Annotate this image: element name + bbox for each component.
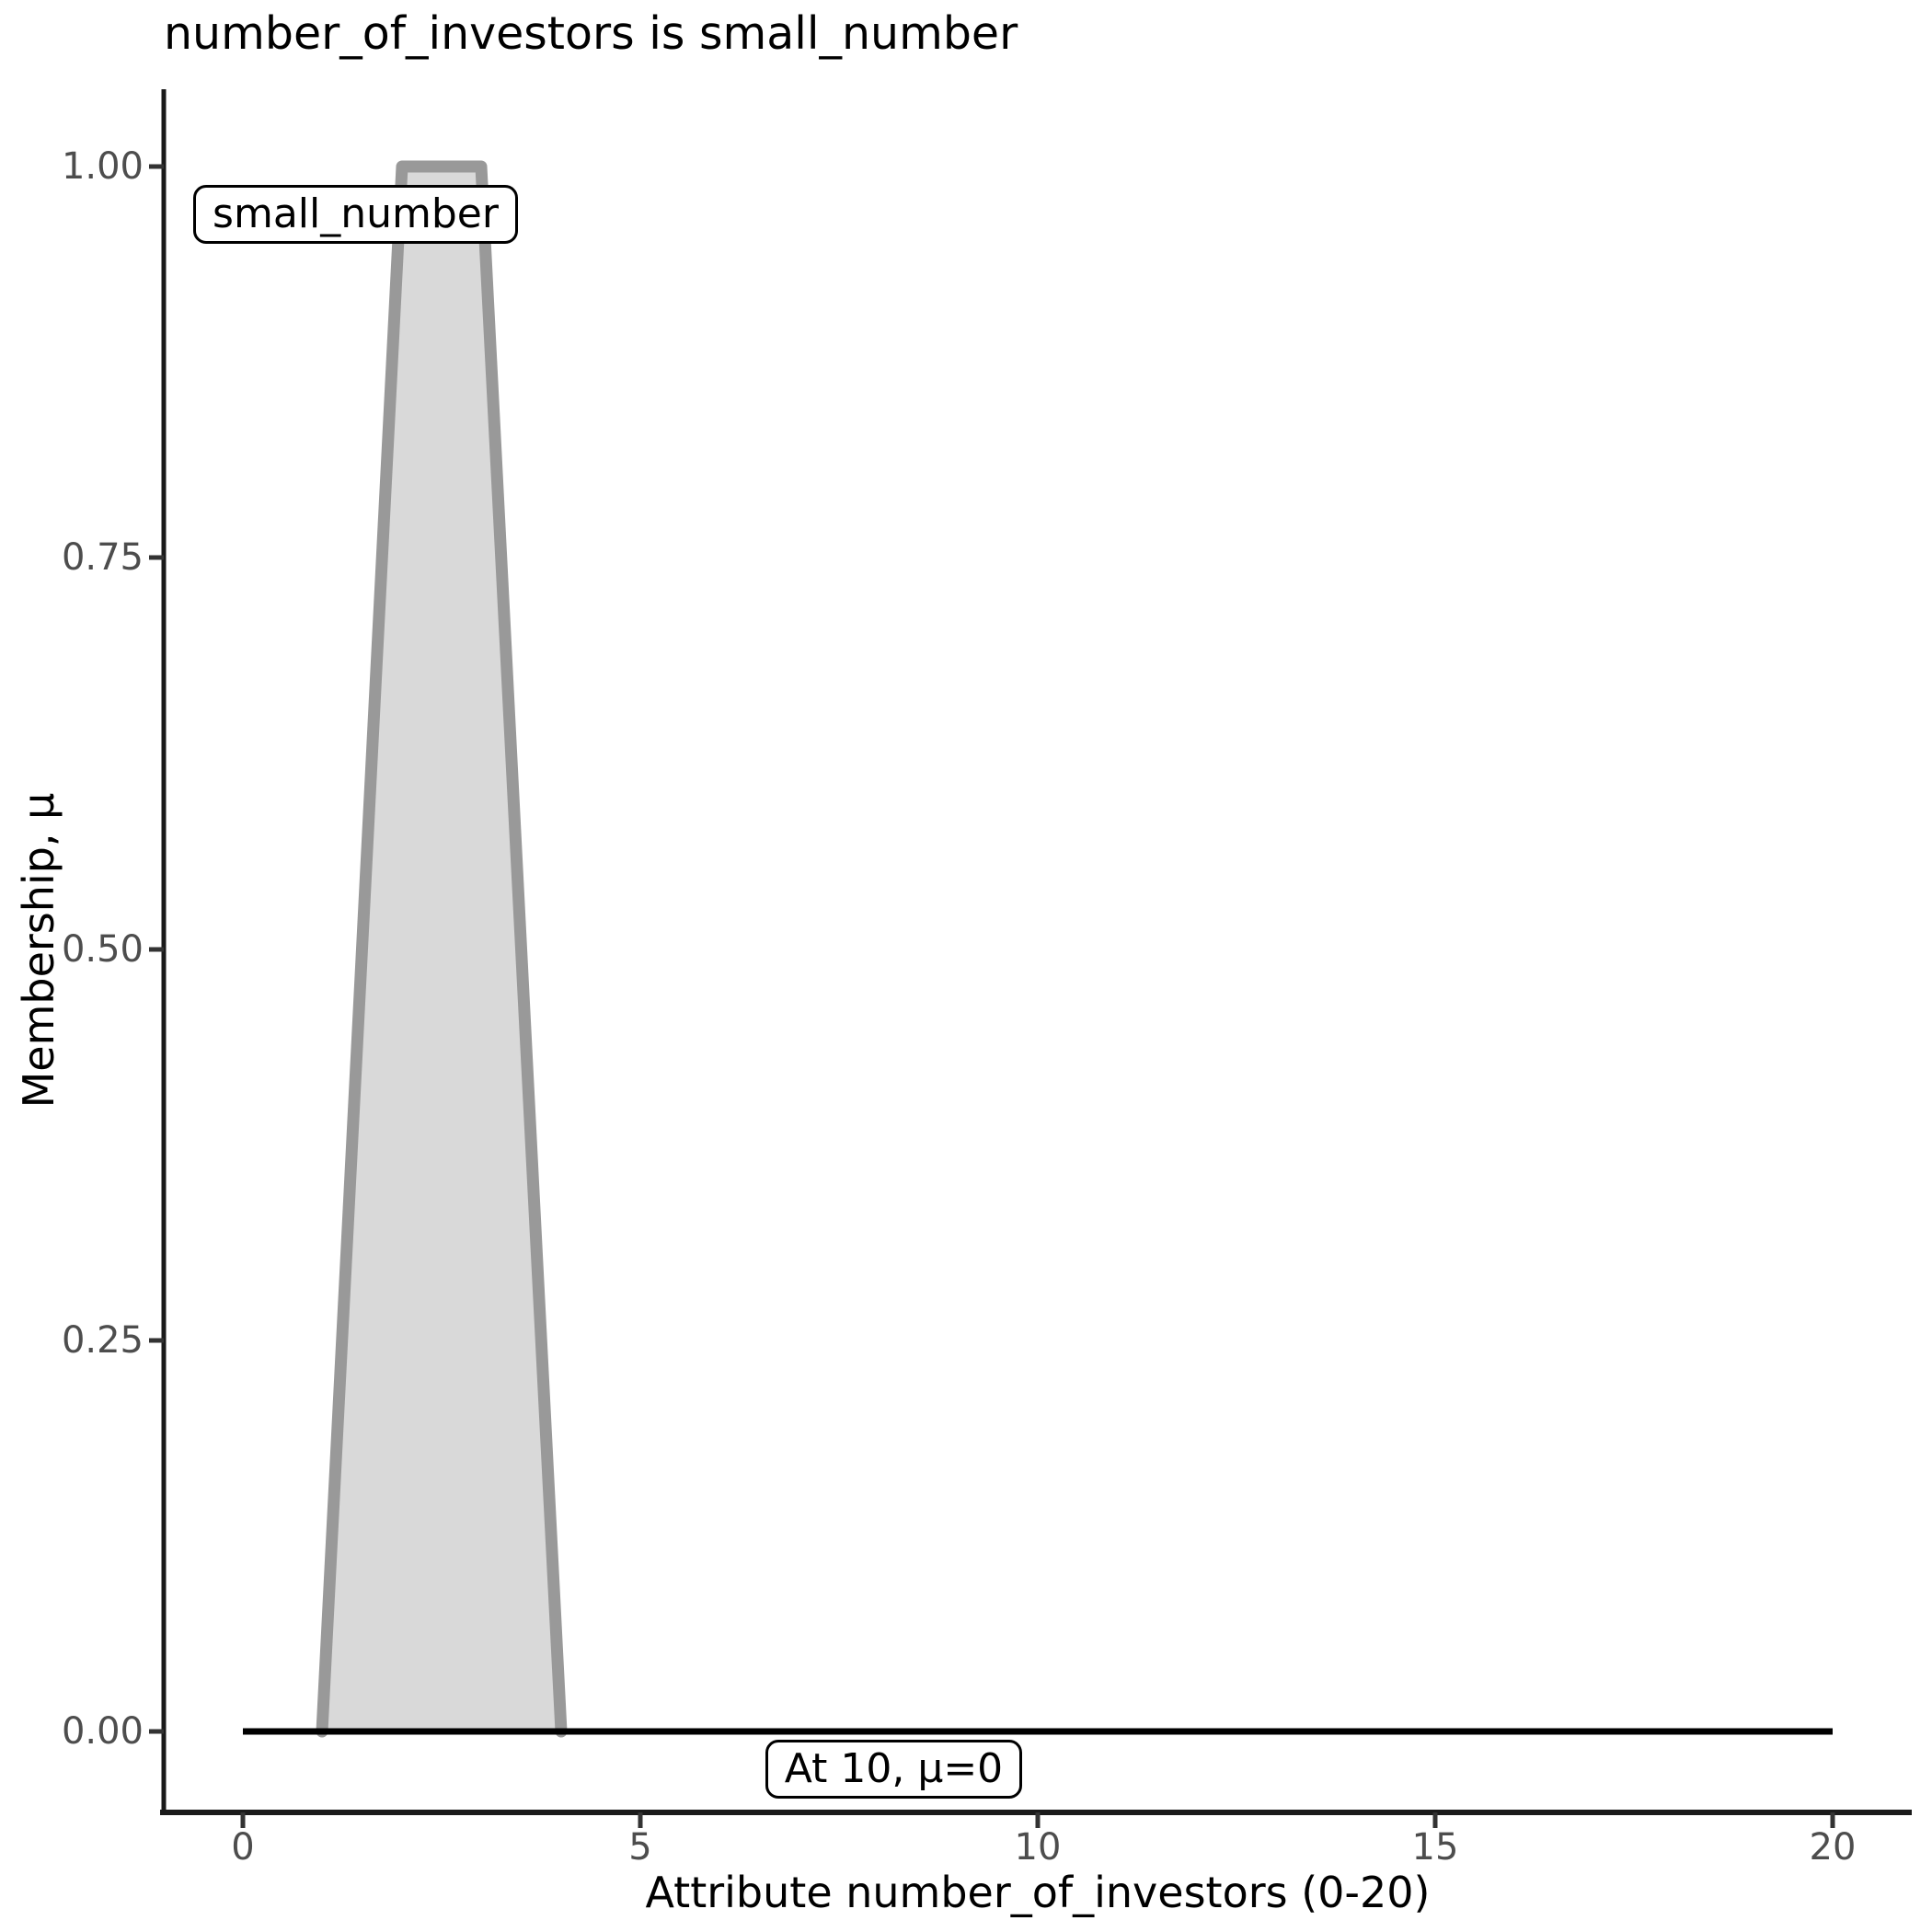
y-tick-label: 0.00 (61, 1710, 144, 1753)
chart-title: number_of_investors is small_number (164, 7, 1018, 60)
x-tick-label: 0 (231, 1826, 255, 1869)
x-tick-label: 15 (1411, 1826, 1459, 1869)
x-tick-label: 20 (1809, 1826, 1857, 1869)
x-axis-label: Attribute number_of_investors (0-20) (645, 1868, 1431, 1917)
y-tick-label: 0.25 (61, 1319, 144, 1362)
y-axis-label: Membership, μ (14, 792, 63, 1109)
x-tick-label: 5 (628, 1826, 652, 1869)
x-tick-label: 10 (1014, 1826, 1062, 1869)
y-tick-label: 1.00 (61, 145, 144, 188)
evaluation-annotation: At 10, μ=0 (765, 1740, 1022, 1799)
y-tick-label: 0.50 (61, 928, 144, 971)
y-tick-label: 0.75 (61, 536, 144, 579)
membership-polygon-fill (322, 167, 561, 1731)
set-name-annotation: small_number (193, 185, 518, 244)
membership-polygon-outline (316, 160, 568, 1738)
